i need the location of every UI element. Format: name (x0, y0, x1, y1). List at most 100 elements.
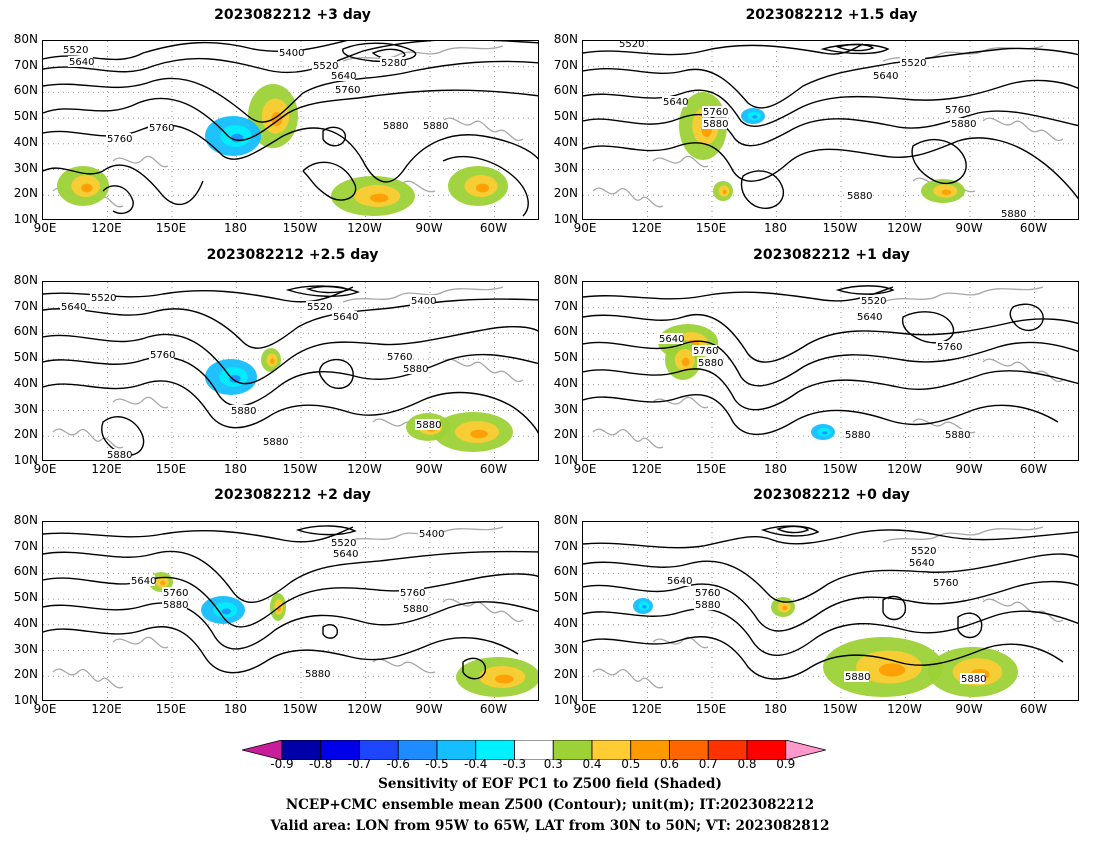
contour-line (43, 526, 354, 543)
lon-tick-label: 120E (631, 221, 662, 235)
lat-tick-label: 30N (553, 401, 578, 416)
contour-label: 5880 (263, 437, 288, 448)
contour-line (43, 380, 538, 434)
contour-label: 5520 (901, 58, 926, 69)
contour-line (322, 624, 338, 639)
lon-tick-label: 180 (224, 221, 247, 235)
lon-tick-label: 90E (573, 221, 597, 235)
contour-label-bg (332, 548, 357, 559)
contour-label-bg (60, 301, 85, 312)
contour-label: 5880 (945, 430, 970, 441)
lat-tick-label: 60N (553, 83, 578, 98)
contour-label: 5760 (945, 105, 970, 116)
coastline (652, 396, 709, 409)
lat-tick-label: 20N (553, 667, 578, 682)
contour-label: 5640 (873, 71, 898, 82)
lat-tick-label: 10N (13, 212, 38, 226)
contour-label-bg (68, 56, 93, 67)
colorbar-tick-label: -0.3 (502, 757, 527, 771)
contour-label: 5280 (381, 58, 406, 69)
contour-line (1009, 303, 1044, 331)
colorbar-tick-label: -0.8 (309, 757, 333, 771)
shaded-region-positive (433, 412, 513, 452)
lat-tick-label: 40N (553, 134, 578, 149)
lon-tick-label: 150E (155, 462, 187, 476)
map-panel-6: 5520 5640 5640 5760 5880 5760 5880 5880 (582, 521, 1079, 701)
contour-label-bg (130, 575, 155, 586)
contour-label-bg (666, 575, 691, 586)
lon-tick-label: 150E (695, 462, 727, 476)
contour-label-bg (944, 429, 969, 440)
lon-tick-label: 150E (695, 702, 727, 716)
contour-label: 5640 (331, 71, 356, 82)
contour-line (835, 285, 895, 295)
contour-label-bg (694, 587, 719, 598)
lat-tick-label: 30N (13, 641, 38, 656)
contour-label-bg (332, 311, 357, 322)
lat-tick-label: 10N (553, 212, 578, 226)
contour-label-bg (106, 133, 131, 144)
shaded-region-positive (665, 340, 701, 380)
colorbar-tick-label: 0.8 (737, 757, 757, 771)
coastline (442, 117, 524, 142)
lat-tick-label: 70N (13, 298, 38, 313)
lat-tick-label: 50N (13, 109, 38, 124)
shaded-region-positive (261, 348, 281, 372)
lon-tick-label: 90E (33, 702, 57, 716)
contour-label-bg (402, 603, 427, 614)
lon-tick-label: 90E (33, 221, 57, 235)
contour-label-bg (844, 671, 869, 682)
contour-line (583, 608, 1078, 657)
contour-label-bg (694, 599, 719, 610)
contour-line (442, 155, 529, 217)
lon-tick-label: 150E (155, 702, 187, 716)
lat-tick-label: 60N (13, 564, 38, 579)
contour-label: 5640 (659, 334, 684, 345)
coastline (52, 428, 124, 449)
contour-label: 5760 (387, 352, 412, 363)
shaded-region-positive (771, 597, 795, 617)
contour-label-bg (844, 429, 869, 440)
contour-label-bg (702, 118, 727, 129)
lat-tick-label: 30N (553, 641, 578, 656)
map-svg-1: 5520564054005280552056405760576058805760… (43, 41, 538, 219)
shaded-region-positive (57, 166, 109, 206)
map-panel-1: 5520 5640 5400 5280 5520 5640 5760 5760 5880 5760… (42, 40, 539, 220)
colorbar-tick-label: 0.6 (659, 757, 680, 771)
contour-label: 5640 (69, 57, 94, 68)
shaded-region-negative (811, 424, 835, 440)
contour-label: 5640 (857, 312, 882, 323)
contour-label: 5520 (619, 41, 644, 50)
lon-tick-label: 60W (1019, 462, 1048, 476)
coastline (882, 526, 1044, 543)
lon-tick-label: 90W (955, 462, 983, 476)
contour-label-bg (402, 363, 427, 374)
lon-tick-label: 60W (479, 221, 508, 235)
contour-line (43, 164, 204, 206)
contour-line (957, 612, 983, 639)
contour-label-bg (900, 57, 925, 68)
contour-label: 5880 (845, 430, 870, 441)
coastline (652, 155, 709, 168)
contour-label: 5880 (1001, 209, 1026, 220)
lat-tick-label: 10N (13, 453, 38, 467)
panel-5-title: 2023082212 +2 day (214, 487, 371, 503)
contour-label-bg (950, 118, 975, 129)
shaded-region-positive (448, 166, 508, 206)
contour-line (43, 626, 519, 674)
colorbar-arrow-right (785, 739, 826, 761)
colorbar-tick-label: 0.3 (543, 757, 563, 771)
coastline (592, 428, 664, 449)
contour-label-bg (960, 673, 985, 684)
lat-tick-label: 50N (13, 350, 38, 365)
contour-line (911, 138, 967, 185)
lon-tick-label: 90E (573, 702, 597, 716)
colorbar-tick-label: -0.4 (464, 757, 488, 771)
contour-label: 5760 (933, 578, 958, 589)
contour-line (583, 314, 1078, 363)
lon-tick-label: 150W (822, 221, 858, 235)
contour-label-bg (90, 292, 115, 303)
